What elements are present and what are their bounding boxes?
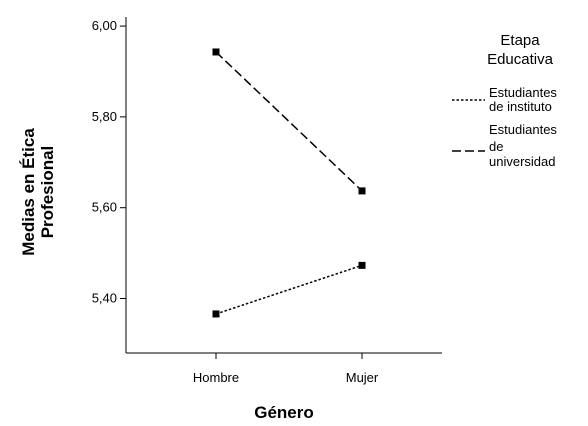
- x-ticks: Hombre Mujer: [193, 353, 379, 385]
- series-line-1: [215, 51, 363, 192]
- legend: Etapa Educativa Estudiantes de instituto…: [452, 32, 557, 169]
- legend-title-line-1: Etapa: [500, 32, 540, 49]
- x-tick-label: Hombre: [193, 370, 239, 385]
- y-tick-label: 5,40: [92, 291, 117, 306]
- legend-entry-instituto: Estudiantes de instituto: [452, 85, 557, 114]
- legend-title-line-2: Educativa: [487, 51, 554, 68]
- legend-label-universidad-2: de: [489, 139, 503, 154]
- legend-label-instituto-2: de instituto: [489, 99, 552, 114]
- x-axis-title: Género: [254, 403, 314, 422]
- x-tick-label: Mujer: [346, 370, 379, 385]
- data-point-0-1: [358, 261, 366, 269]
- data-point-1-0: [212, 48, 220, 56]
- legend-entry-universidad: Estudiantes de universidad: [452, 122, 557, 169]
- legend-label-universidad-3: universidad: [489, 154, 556, 169]
- data-point-0-0: [212, 310, 220, 318]
- series-line-0: [215, 264, 363, 315]
- data-point-1-1: [358, 187, 366, 195]
- y-axis-title-line-2: Profesional: [38, 146, 57, 239]
- y-axis-title-line-1: Medias en Ética: [19, 128, 38, 256]
- y-ticks: 6,00 5,80 5,60 5,40: [92, 18, 126, 306]
- legend-label-universidad-1: Estudiantes: [489, 122, 557, 137]
- y-tick-label: 5,80: [92, 109, 117, 124]
- y-tick-label: 6,00: [92, 18, 117, 33]
- y-tick-label: 5,60: [92, 200, 117, 215]
- axes: [125, 17, 442, 354]
- series-layer: [212, 48, 366, 318]
- legend-label-instituto-1: Estudiantes: [489, 85, 557, 100]
- y-axis-title: Medias en Ética Profesional: [19, 128, 57, 256]
